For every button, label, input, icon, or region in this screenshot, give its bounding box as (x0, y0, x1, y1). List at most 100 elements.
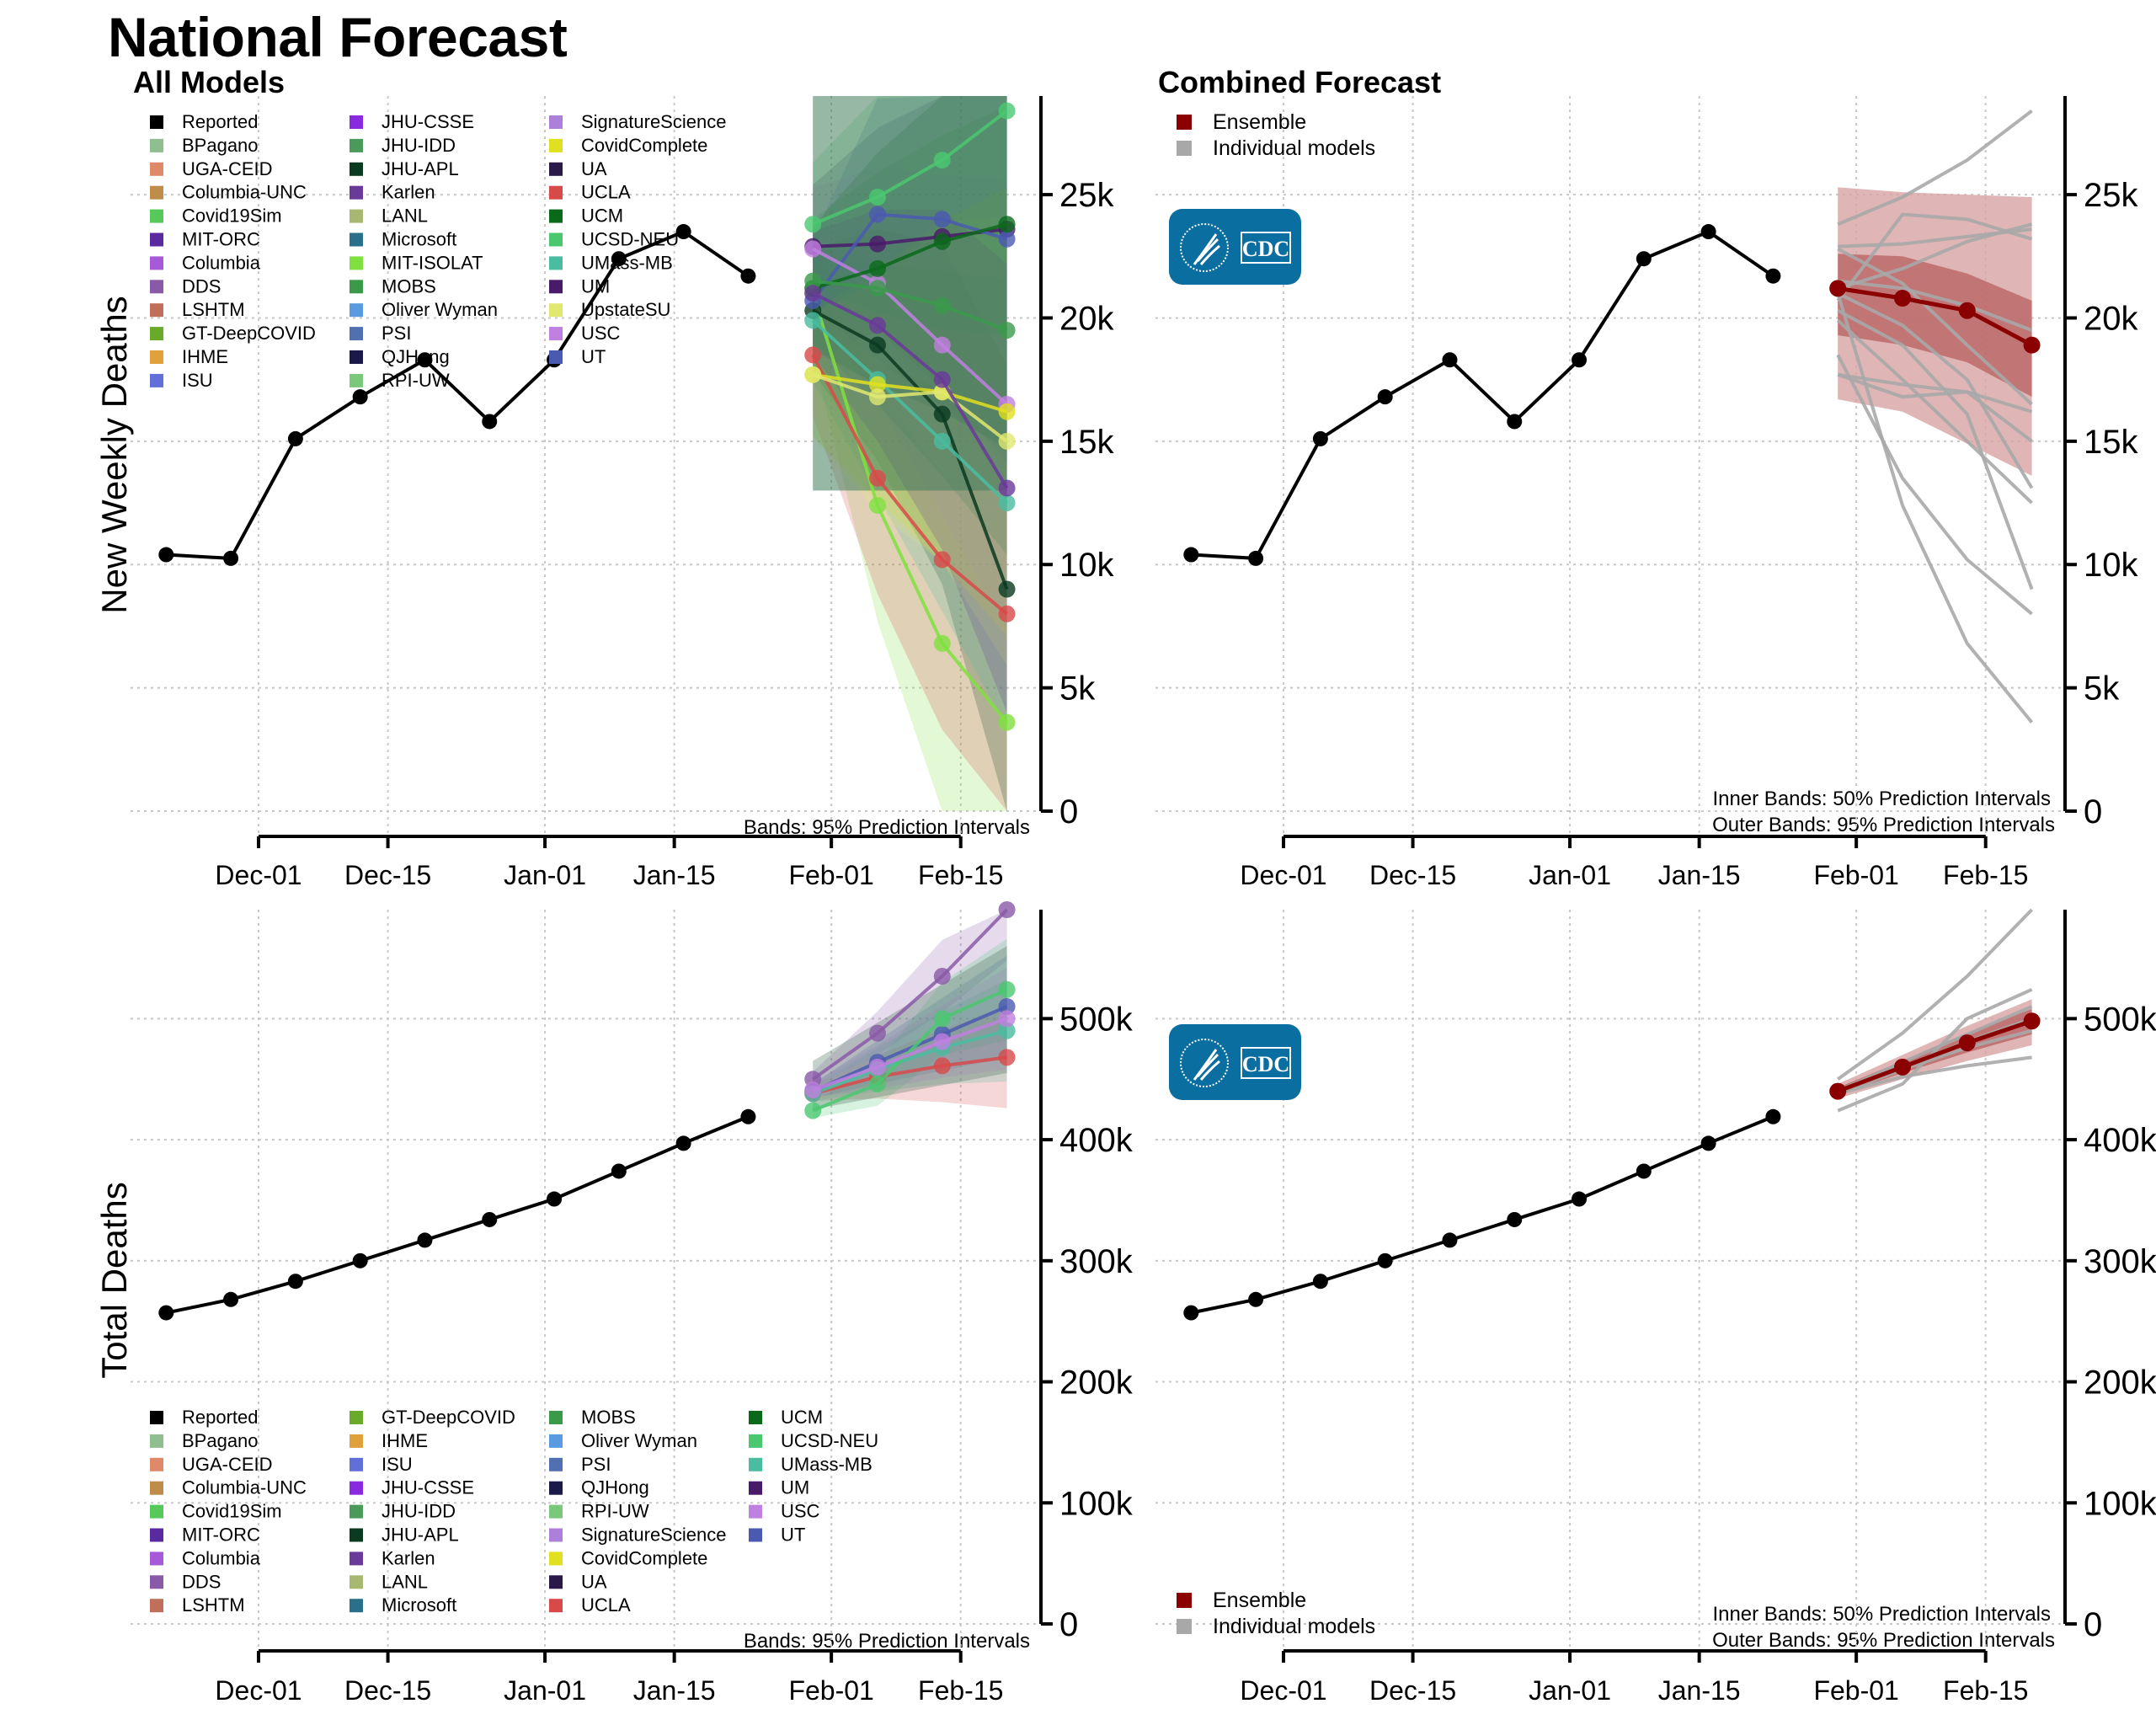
legend-label: QJHong (581, 1477, 649, 1498)
reported-point (1572, 352, 1588, 368)
panel-title-all-models: All Models (133, 65, 285, 99)
forecast-line-mit-isolat (811, 292, 1009, 724)
forecast-point-dds (933, 968, 951, 985)
legend-label: JHU-IDD (382, 1501, 456, 1522)
cdc-box (1241, 232, 1291, 264)
bands-note-tr-inner: Inner Bands: 50% Prediction Intervals (1712, 788, 2051, 810)
legend-swatch (350, 256, 363, 270)
prediction-bands (813, 96, 1007, 812)
reported-point (611, 251, 627, 267)
legend-swatch (749, 1481, 762, 1495)
bands-note-bl: Bands: 95% Prediction Intervals (744, 1630, 1030, 1653)
legend-label: Ensemble (1213, 110, 1306, 134)
legend-item: UCSD-NEU (749, 1430, 878, 1451)
legend-swatch (549, 1528, 563, 1542)
legend-swatch (549, 1434, 563, 1448)
reported-point (1765, 1108, 1781, 1124)
legend-label: MOBS (581, 1407, 636, 1428)
legend-item: UGA-CEID (150, 1454, 273, 1475)
legend-item: MIT-ISOLAT (350, 252, 483, 273)
legend-swatch (150, 1528, 163, 1542)
legend-item: JHU-CSSE (350, 111, 474, 132)
reported-line (1191, 229, 1774, 560)
legend-swatch (549, 1599, 563, 1613)
legend-item: MIT-ORC (150, 1525, 260, 1546)
reported-point (740, 268, 756, 284)
page-title: National Forecast (108, 6, 568, 68)
reported-point (1377, 389, 1393, 405)
legend-label: Karlen (382, 1547, 435, 1568)
reported-point (1312, 1274, 1328, 1290)
y-tick-label: 15k (2084, 424, 2138, 461)
legend-label: UCM (781, 1407, 823, 1428)
reported-point (1636, 1163, 1652, 1179)
forecast-line-ucla (812, 1055, 1007, 1096)
band-dds (813, 910, 1007, 1087)
legend-item: Microsoft (350, 229, 456, 250)
y-tick-label: 15k (1059, 424, 1114, 461)
legend-label: JHU-CSSE (382, 1477, 474, 1498)
forecast-point-jhu-apl (868, 336, 886, 354)
x-tick-label: Feb-15 (918, 1675, 1003, 1706)
x-tick-label: Dec-01 (215, 1675, 302, 1706)
forecast-line-ucsd-neu (812, 109, 1008, 227)
reported-point (1183, 1305, 1199, 1321)
reported-point (223, 550, 239, 566)
legend-item: PSI (350, 323, 411, 344)
reported-point (675, 1135, 691, 1151)
reported-point (1700, 224, 1716, 240)
reported-point (675, 224, 691, 240)
legend-swatch (350, 232, 363, 247)
bands-note-tr-outer: Outer Bands: 95% Prediction Intervals (1712, 814, 2055, 836)
legend-swatch (150, 256, 163, 270)
legend-item: UCM (749, 1407, 823, 1428)
legend-label: UA (581, 158, 607, 179)
x-tick-label: Feb-15 (918, 860, 1003, 890)
legend-swatch (150, 162, 163, 176)
legend-swatch (150, 280, 163, 294)
individual-model-line (1837, 222, 2033, 291)
legend-label: Oliver Wyman (581, 1430, 697, 1451)
legend-item: Columbia-UNC (150, 182, 307, 203)
legend-item: Oliver Wyman (350, 299, 498, 320)
legend-label: Columbia-UNC (182, 182, 307, 203)
individual-model-line (1836, 354, 2033, 616)
reported-line (1190, 1114, 1774, 1315)
individual-model-line (1836, 318, 2033, 505)
ensemble-point (2023, 336, 2041, 354)
y-tick-label: 0 (2084, 1606, 2102, 1643)
forecast-point-jhu-apl (998, 580, 1016, 598)
x-tick-label: Feb-15 (1943, 1675, 2028, 1706)
x-tick-label: Feb-01 (788, 860, 873, 890)
x-tick-label: Dec-15 (344, 1675, 431, 1706)
legend-item: GT-DeepCOVID (350, 1407, 515, 1428)
legend-label: Individual models (1213, 136, 1375, 160)
legend-swatch (549, 138, 563, 152)
legend-item: Karlen (350, 1547, 435, 1568)
legend-swatch (150, 1575, 163, 1589)
legend-swatch (150, 1434, 163, 1448)
legend-label: Microsoft (382, 229, 456, 250)
legend-item: SignatureScience (549, 111, 726, 132)
legend-swatch (549, 115, 563, 129)
legend-label: CovidComplete (581, 135, 707, 156)
ensemble-point (1958, 302, 1976, 319)
legend-label: JHU-CSSE (382, 111, 474, 132)
legend-swatch (749, 1504, 762, 1519)
legend-item: UA (549, 1571, 607, 1592)
legend-swatch (350, 303, 363, 318)
reported-point (1442, 352, 1458, 368)
legend-item: Covid19Sim (150, 206, 282, 227)
legend-swatch (350, 1575, 363, 1589)
legend-label: Ensemble (1213, 1589, 1306, 1612)
legend-label: MIT-ORC (182, 229, 260, 250)
x-tick-label: Jan-01 (1529, 860, 1611, 890)
x-tick-label: Jan-01 (504, 860, 586, 890)
legend-swatch (749, 1411, 762, 1424)
reported-point (1572, 1191, 1588, 1207)
y-tick-label: 300k (1059, 1243, 1134, 1280)
forecast-point-usc (804, 240, 822, 258)
cdc-logo-text: CDC (1242, 1052, 1289, 1076)
legend-label: Covid19Sim (182, 206, 282, 227)
